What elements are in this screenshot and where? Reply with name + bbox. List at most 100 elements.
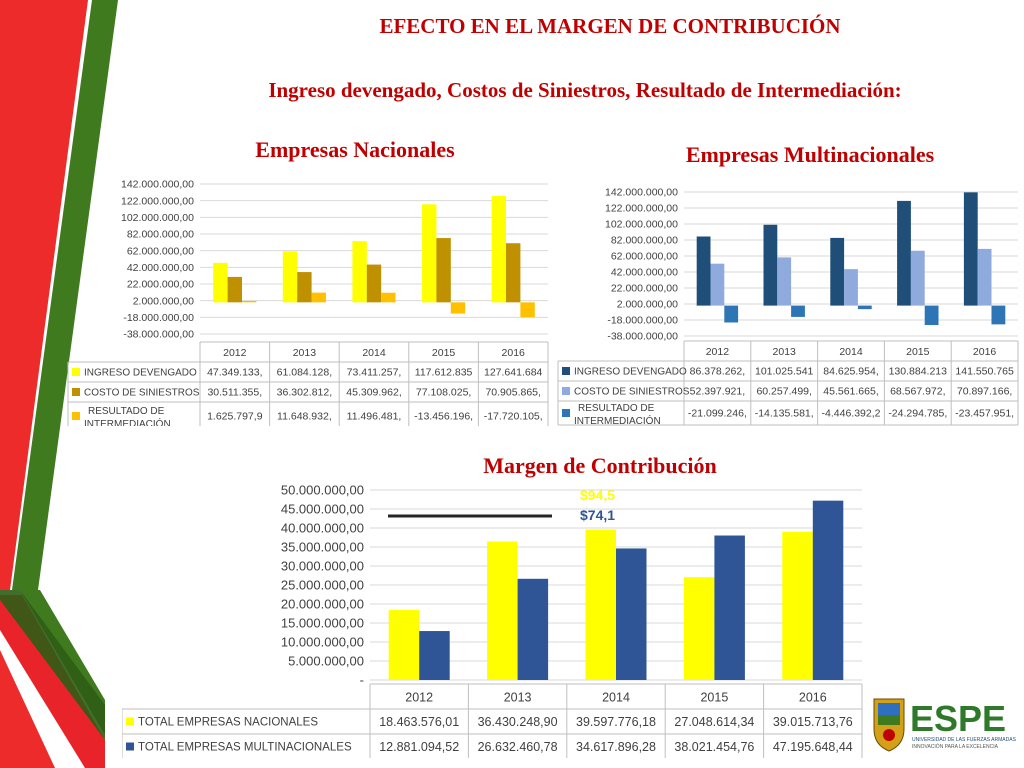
- bar-1-2014: [352, 241, 367, 303]
- legend-label: TOTAL EMPRESAS MULTINACIONALES: [138, 742, 352, 754]
- y-tick-label: 22.000.000,00: [127, 279, 194, 291]
- data-label: -23.457.951,: [955, 408, 1014, 420]
- x-tick-label: 2015: [906, 346, 930, 358]
- data-label: 12.881.094,52: [379, 740, 459, 754]
- bar-1-2016: [491, 195, 507, 303]
- slide-subtitle: Ingreso devengado, Costos de Siniestros,…: [268, 78, 902, 102]
- data-label: 38.021.454,76: [674, 740, 754, 754]
- x-tick-label: 2013: [773, 346, 797, 358]
- legend-swatch: [562, 409, 570, 417]
- legend-swatch: [72, 388, 80, 396]
- legend-label: COSTO DE SINIESTROS: [84, 388, 200, 399]
- data-label: 86.378.262,: [690, 366, 745, 378]
- y-tick-label: -: [360, 673, 364, 688]
- bar-2-2013: [777, 257, 792, 306]
- data-label: -4.446.392,2: [822, 408, 881, 420]
- data-label: 36.302.812,: [277, 387, 332, 399]
- x-tick-label: 2015: [700, 691, 728, 705]
- y-tick-label: 122.000.000,00: [605, 203, 678, 215]
- x-tick-label: 2015: [432, 347, 456, 359]
- data-label: 27.048.614,34: [674, 715, 754, 729]
- bar-3-2013: [791, 305, 805, 317]
- data-label: 47.349.133,: [207, 367, 262, 379]
- y-tick-label: 20.000.000,00: [281, 597, 364, 612]
- data-label: -14.135.581,: [755, 408, 814, 420]
- y-tick-label: 122.000.000,00: [121, 195, 194, 207]
- y-tick-label: 62.000.000,00: [127, 245, 194, 257]
- data-label: 45.561.665,: [823, 386, 878, 398]
- bar-2-2015: [436, 238, 451, 303]
- legend-swatch: [126, 717, 134, 726]
- data-label: -13.456.196,: [414, 411, 473, 423]
- y-tick-label: 102.000.000,00: [121, 212, 194, 224]
- y-tick-label: 5.000.000,00: [288, 654, 364, 669]
- data-label: 1.625.797,9: [207, 411, 263, 423]
- bar-1-2016: [963, 192, 978, 306]
- y-tick-label: 35.000.000,00: [281, 540, 364, 555]
- bar-2-2016: [812, 500, 844, 680]
- data-label: 84.625.954,: [823, 366, 878, 378]
- data-label: 11.648.932,: [277, 411, 332, 423]
- y-tick-label: 40.000.000,00: [281, 521, 364, 536]
- x-tick-label: 2013: [293, 347, 317, 359]
- chart-title-multinacionales: Empresas Multinacionales: [685, 142, 935, 167]
- green-stripe: [12, 0, 118, 590]
- bar-3-2014: [381, 292, 396, 303]
- bar-2-2014: [616, 548, 647, 680]
- legend-label: INGRESO DEVENGADO: [574, 367, 687, 378]
- bar-3-2012: [724, 305, 739, 323]
- x-tick-label: 2012: [405, 691, 433, 705]
- bar-1-2013: [487, 541, 518, 680]
- y-tick-label: 2.000.000,00: [133, 295, 194, 307]
- x-tick-label: 2014: [362, 347, 386, 359]
- y-tick-label: 2.000.000,00: [617, 299, 678, 311]
- y-tick-label: 82.000.000,00: [611, 235, 678, 247]
- bar-1-2012: [213, 262, 228, 303]
- bar-2-2014: [844, 269, 858, 306]
- annotation-multinacionales: $74,1: [580, 507, 615, 523]
- y-tick-label: 45.000.000,00: [281, 502, 364, 517]
- y-tick-label: 50.000.000,00: [281, 483, 364, 498]
- side-stripes: [0, 0, 118, 768]
- y-tick-label: -18.000.000,00: [607, 315, 678, 327]
- bar-2-2012: [710, 263, 725, 306]
- y-tick-label: 22.000.000,00: [611, 283, 678, 295]
- y-tick-label: 42.000.000,00: [611, 267, 678, 279]
- y-tick-label: 142.000.000,00: [121, 179, 194, 191]
- x-tick-label: 2013: [504, 691, 532, 705]
- espe-logo: ESPE UNIVERSIDAD DE LAS FUERZAS ARMADAS …: [873, 698, 1017, 752]
- data-label: 73.411.257,: [347, 367, 402, 379]
- x-tick-label: 2012: [223, 347, 247, 359]
- y-tick-label: 142.000.000,00: [605, 187, 678, 199]
- x-tick-label: 2012: [706, 346, 730, 358]
- x-tick-label: 2016: [799, 691, 827, 705]
- legend-label: COSTO DE SINIESTROS: [574, 387, 690, 398]
- legend-label: INTERMEDIACIÓN: [84, 417, 171, 426]
- data-label: 30.511.355,: [207, 387, 262, 399]
- bar-1-2014: [585, 529, 616, 680]
- bar-3-2014: [857, 305, 872, 310]
- data-label: 77.108.025,: [416, 387, 471, 399]
- data-label: 141.550.765: [955, 366, 1014, 378]
- data-label: 18.463.576,01: [379, 715, 459, 729]
- legend-label: RESULTADO DE: [578, 403, 655, 414]
- bar-2-2012: [227, 276, 242, 303]
- bar-3-2016: [520, 302, 535, 318]
- data-label: 70.897.166,: [957, 386, 1012, 398]
- y-tick-label: -38.000.000,00: [123, 329, 194, 341]
- data-label: 61.084.128,: [277, 367, 332, 379]
- bar-3-2013: [311, 292, 326, 303]
- y-tick-label: 15.000.000,00: [281, 616, 364, 631]
- data-label: 47.195.648,44: [773, 740, 853, 754]
- bar-3-2015: [924, 305, 939, 326]
- bar-1-2015: [897, 200, 911, 306]
- logo-tagline-1: UNIVERSIDAD DE LAS FUERZAS ARMADAS: [912, 737, 1017, 743]
- logo-text: ESPE: [910, 698, 1006, 739]
- bar-2-2012: [419, 631, 450, 680]
- bar-1-2016: [782, 531, 813, 680]
- y-tick-label: 82.000.000,00: [127, 229, 194, 241]
- annotation-nacionales: $94,5: [580, 487, 615, 503]
- dark-green-stripe-bottom: [0, 590, 105, 740]
- chart-title-margen: Margen de Contribución: [483, 453, 717, 478]
- data-label: 36.430.248,90: [478, 715, 558, 729]
